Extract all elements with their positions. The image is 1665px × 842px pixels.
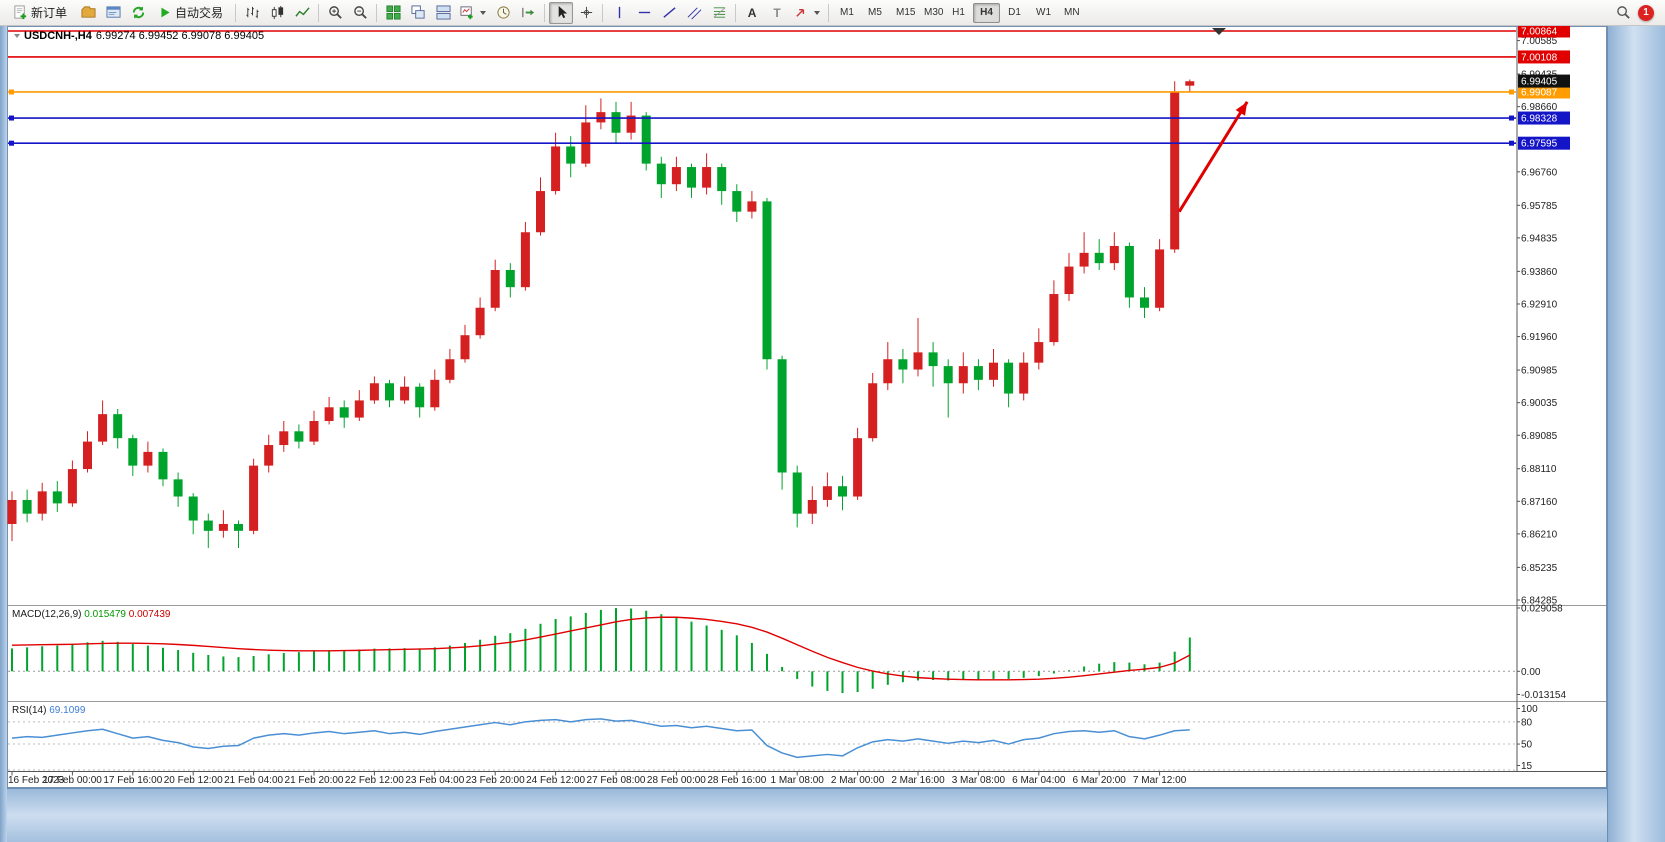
notification-badge[interactable]: 1 bbox=[1638, 4, 1654, 21]
chart-shift-icon bbox=[521, 7, 534, 18]
timeframe-m5-button[interactable]: M5 bbox=[861, 3, 888, 23]
strategy-tester-button[interactable] bbox=[126, 2, 150, 24]
chart-shift-button[interactable] bbox=[516, 2, 540, 24]
bar-chart-button[interactable] bbox=[240, 2, 264, 24]
tile-windows-icon bbox=[386, 5, 401, 20]
tile-windows-button[interactable] bbox=[381, 2, 405, 24]
candlestick-chart-button[interactable] bbox=[265, 2, 289, 24]
window-frame-left bbox=[0, 26, 7, 842]
search-button[interactable] bbox=[1611, 2, 1635, 24]
vertical-line-icon bbox=[618, 6, 620, 19]
tile-horizontal-button[interactable] bbox=[431, 2, 455, 24]
text-tool-icon: A bbox=[747, 5, 757, 20]
arrows-tool-button[interactable] bbox=[790, 2, 824, 24]
window-frame-bottom bbox=[7, 788, 1607, 842]
timeframe-w1-button[interactable]: W1 bbox=[1029, 3, 1056, 23]
cascade-windows-icon bbox=[411, 5, 425, 19]
toolbar-separator bbox=[602, 3, 604, 22]
chart-window[interactable] bbox=[7, 26, 1607, 788]
chevron-down-icon bbox=[480, 10, 487, 15]
line-chart-icon bbox=[294, 7, 310, 17]
toolbar-separator bbox=[735, 3, 737, 22]
fibonacci-icon bbox=[713, 7, 725, 18]
toolbar-separator bbox=[544, 3, 546, 22]
rsi-indicator-title: RSI(14) 69.1099 bbox=[12, 705, 85, 716]
toolbar-separator bbox=[318, 3, 320, 22]
toolbar-separator bbox=[235, 3, 237, 22]
zoom-in-button[interactable] bbox=[323, 2, 347, 24]
chart-symbol-timeframe: USDCNH-,H4 bbox=[24, 30, 92, 42]
toolbar-separator bbox=[376, 3, 378, 22]
autotrading-play-icon bbox=[161, 7, 170, 18]
timeframe-h4-button[interactable]: H4 bbox=[973, 2, 1001, 23]
macd-main-value: 0.015479 bbox=[84, 609, 126, 620]
bar-chart-icon bbox=[245, 6, 259, 19]
new-chart-button[interactable] bbox=[456, 2, 490, 24]
alerts-button[interactable] bbox=[491, 2, 515, 24]
macd-signal-value: 0.007439 bbox=[128, 609, 171, 620]
rsi-label: RSI(14) bbox=[12, 705, 47, 716]
macd-indicator-title: MACD(12,26,9) 0.015479 0.007439 bbox=[12, 609, 170, 620]
horizontal-line-button[interactable] bbox=[632, 2, 656, 24]
toolbar-separator bbox=[828, 3, 830, 22]
zoom-out-button[interactable] bbox=[348, 2, 372, 24]
auto-trading-label: 自动交易 bbox=[175, 6, 224, 20]
window-frame-right bbox=[1607, 26, 1665, 842]
crosshair-icon bbox=[580, 6, 592, 19]
zoom-out-icon bbox=[353, 6, 367, 19]
text-tool-button[interactable]: A bbox=[740, 2, 764, 24]
trendline-icon bbox=[662, 7, 676, 18]
timeframe-mn-button[interactable]: MN bbox=[1057, 3, 1084, 23]
crosshair-button[interactable] bbox=[574, 2, 598, 24]
cursor-icon bbox=[558, 5, 567, 19]
profiles-button[interactable] bbox=[76, 2, 100, 24]
candlestick-chart-icon bbox=[271, 5, 283, 20]
line-chart-button[interactable] bbox=[290, 2, 314, 24]
search-icon bbox=[1616, 6, 1630, 19]
trendline-button[interactable] bbox=[657, 2, 681, 24]
terminal-icon bbox=[105, 6, 121, 18]
timeframe-m30-button[interactable]: M30 bbox=[917, 3, 944, 23]
timeframe-m15-button[interactable]: M15 bbox=[889, 3, 916, 23]
chevron-down-icon bbox=[814, 10, 821, 15]
vertical-line-button[interactable] bbox=[607, 2, 631, 24]
zoom-in-icon bbox=[328, 6, 342, 19]
terminal-button[interactable] bbox=[101, 2, 125, 24]
timeframe-h1-button[interactable]: H1 bbox=[945, 3, 972, 23]
channel-icon bbox=[687, 7, 701, 20]
folder-icon bbox=[80, 6, 96, 18]
new-order-label: 新订单 bbox=[31, 6, 68, 20]
text-label-tool-button[interactable]: T bbox=[765, 2, 789, 24]
timeframe-m1-button[interactable]: M1 bbox=[833, 3, 860, 23]
one-click-trading-toggle[interactable] bbox=[14, 34, 20, 38]
refresh-icon bbox=[132, 6, 144, 19]
tile-horizontal-icon bbox=[436, 5, 451, 20]
alarm-clock-icon bbox=[496, 6, 510, 19]
macd-label: MACD(12,26,9) bbox=[12, 609, 82, 620]
chart-title: USDCNH-,H4 6.99274 6.99452 6.99078 6.994… bbox=[12, 30, 264, 42]
auto-trading-button[interactable]: 自动交易 bbox=[151, 2, 231, 24]
rsi-value: 69.1099 bbox=[49, 705, 86, 716]
label-tool-icon: T bbox=[773, 5, 781, 20]
new-chart-icon bbox=[460, 6, 473, 20]
channel-button[interactable] bbox=[682, 2, 706, 24]
timeframe-d1-button[interactable]: D1 bbox=[1001, 3, 1028, 23]
fibonacci-button[interactable] bbox=[707, 2, 731, 24]
new-order-icon bbox=[14, 5, 27, 20]
toolbar: 新订单 自动交易 bbox=[0, 0, 1665, 26]
arrow-tool-icon bbox=[796, 8, 805, 17]
new-order-button[interactable]: 新订单 bbox=[5, 2, 75, 24]
cascade-windows-button[interactable] bbox=[406, 2, 430, 24]
cursor-button[interactable] bbox=[549, 1, 574, 24]
timeframe-group: M1 M5 M15 M30 H1 H4 D1 W1 MN bbox=[833, 2, 1084, 23]
horizontal-line-icon bbox=[638, 11, 650, 14]
chart-ohlc-values: 6.99274 6.99452 6.99078 6.99405 bbox=[95, 30, 265, 42]
